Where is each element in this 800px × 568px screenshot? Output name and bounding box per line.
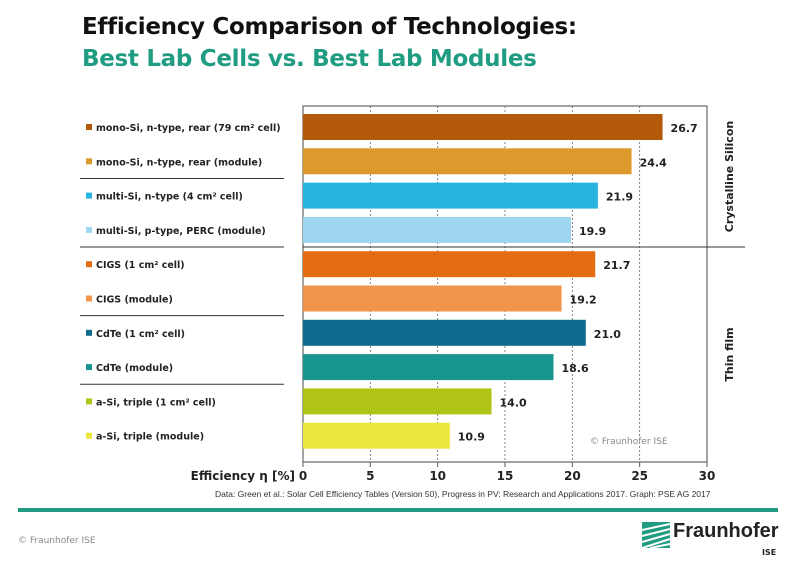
category-label: mono-Si, n-type, rear (79 cm² cell) bbox=[96, 123, 281, 134]
bar bbox=[303, 388, 492, 415]
bar-value-label: 21.7 bbox=[603, 259, 630, 272]
bar bbox=[303, 148, 632, 175]
category-label: a-Si, triple (module) bbox=[96, 432, 204, 443]
bar bbox=[303, 422, 450, 449]
x-tick-label: 25 bbox=[631, 469, 648, 483]
legend-swatch bbox=[86, 226, 92, 233]
legend-swatch bbox=[86, 432, 92, 439]
legend-swatch bbox=[86, 124, 92, 130]
bar-value-label: 18.6 bbox=[561, 362, 588, 375]
fraunhofer-logo-icon bbox=[642, 522, 670, 548]
category-label: CIGS (1 cm² cell) bbox=[96, 260, 185, 271]
bar bbox=[303, 285, 562, 312]
footer-rule bbox=[18, 508, 778, 512]
category-label: a-Si, triple (1 cm² cell) bbox=[96, 397, 216, 408]
group-label-crystalline: Crystalline Silicon bbox=[723, 121, 736, 232]
bar-value-label: 19.9 bbox=[579, 225, 606, 238]
bar bbox=[303, 354, 554, 381]
category-label: mono-Si, n-type, rear (module) bbox=[96, 157, 262, 168]
legend-swatch bbox=[86, 295, 92, 302]
bar bbox=[303, 251, 596, 278]
x-tick-label: 15 bbox=[497, 469, 514, 483]
title-line-1: Efficiency Comparison of Technologies: bbox=[82, 14, 577, 40]
fraunhofer-logo-sub: ISE bbox=[762, 548, 777, 557]
legend-swatch bbox=[86, 329, 92, 336]
watermark: © Fraunhofer ISE bbox=[590, 437, 668, 447]
bar-value-label: 19.2 bbox=[570, 294, 597, 307]
source-note: Data: Green et al.: Solar Cell Efficienc… bbox=[215, 489, 711, 499]
footer-copyright: © Fraunhofer ISE bbox=[18, 536, 96, 546]
category-label: multi-Si, p-type, PERC (module) bbox=[96, 226, 266, 237]
x-tick-label: 30 bbox=[699, 469, 716, 483]
bar-chart: 0 5 10 15 20 25 30 Efficiency η [%] 26.7 mono-Si,… bbox=[80, 105, 745, 483]
bar-value-label: 24.4 bbox=[640, 156, 667, 169]
category-label: CdTe (1 cm² cell) bbox=[96, 329, 185, 340]
bar bbox=[303, 319, 586, 346]
x-tick-label: 0 bbox=[299, 469, 307, 483]
legend-swatch bbox=[86, 398, 92, 405]
category-label: CIGS (module) bbox=[96, 295, 173, 306]
plot-frame bbox=[302, 105, 708, 463]
legend-swatch bbox=[86, 364, 92, 371]
bar-value-label: 10.9 bbox=[458, 431, 485, 444]
bar-value-label: 21.9 bbox=[606, 191, 633, 204]
bar-value-label: 14.0 bbox=[500, 396, 527, 409]
x-tick-label: 10 bbox=[429, 469, 446, 483]
bar bbox=[303, 216, 571, 243]
x-axis-label: Efficiency η [%] bbox=[191, 469, 295, 483]
title-line-2: Best Lab Cells vs. Best Lab Modules bbox=[82, 46, 537, 72]
bar-value-label: 26.7 bbox=[671, 122, 698, 135]
legend-swatch bbox=[86, 158, 92, 165]
x-tick-label: 20 bbox=[564, 469, 581, 483]
category-label: multi-Si, n-type (4 cm² cell) bbox=[96, 192, 243, 203]
fraunhofer-logo-text: Fraunhofer bbox=[673, 520, 779, 542]
group-label-thin-film: Thin film bbox=[723, 327, 736, 381]
x-tick-label: 5 bbox=[366, 469, 374, 483]
bar bbox=[303, 114, 663, 140]
category-label: CdTe (module) bbox=[96, 363, 173, 374]
legend-swatch bbox=[86, 261, 92, 268]
legend-swatch bbox=[86, 192, 92, 199]
bar-value-label: 21.0 bbox=[594, 328, 621, 341]
bar bbox=[303, 182, 598, 209]
